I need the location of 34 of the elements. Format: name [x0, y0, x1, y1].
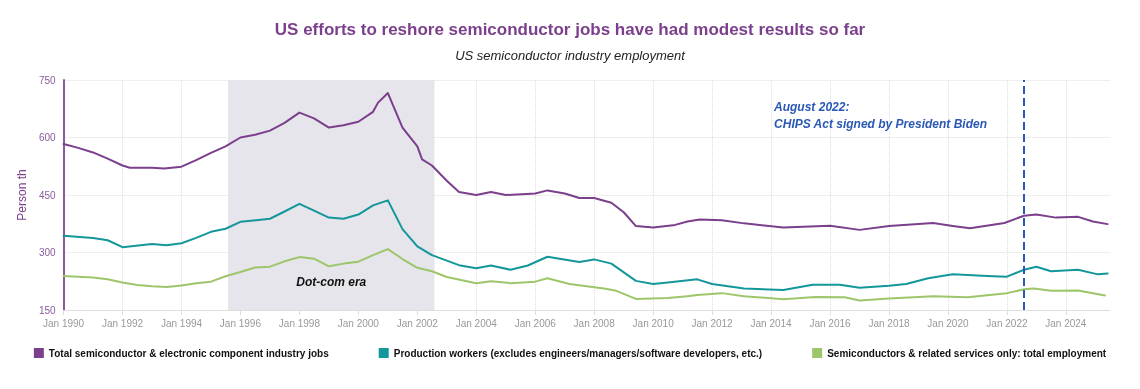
x-tick-label: Jan 2006 [514, 317, 557, 329]
y-axis-title: Person th [15, 169, 29, 221]
x-tick-label: Jan 2004 [455, 317, 498, 329]
x-tick-label: Jan 1990 [43, 317, 85, 329]
x-tick-label: Jan 2000 [337, 317, 380, 329]
line-series [62, 248, 1107, 302]
chart-title: US efforts to reshore semiconductor jobs have had modest results so far [274, 20, 866, 39]
x-tick-label: Jan 2012 [691, 317, 734, 329]
line-series [62, 199, 1109, 292]
legend-label: Semiconductors & related services only: total employment [827, 347, 1107, 359]
x-tick-label: Jan 1998 [278, 317, 321, 329]
x-tick-label: Jan 2014 [750, 317, 793, 329]
x-tick-label: Jan 2022 [986, 317, 1028, 329]
x-tick-label: Jan 2020 [927, 317, 969, 329]
y-tick-label: 750 [38, 74, 57, 86]
legend-label: Production workers (excludes engineers/managers/software developers, etc.) [393, 347, 763, 359]
x-tick-label: Jan 2008 [573, 317, 616, 329]
x-tick-label: Jan 2016 [809, 317, 852, 329]
band-label: Dot-com era [296, 275, 367, 289]
y-tick-label: 300 [38, 247, 57, 258]
y-tick-label: 450 [38, 189, 57, 201]
line-series [62, 92, 1109, 231]
legend-label: Total semiconductor & electronic component industry jobs [48, 347, 330, 359]
ref-line-label: August 2022: CHIPS Act signed by President Biden [773, 99, 987, 131]
x-tick-label: Jan 2010 [632, 317, 675, 329]
x-tick-label: Jan 2018 [868, 317, 911, 329]
x-tick-label: Jan 1992 [101, 317, 144, 329]
y-tick-label: 150 [38, 304, 57, 316]
y-tick-label: 600 [38, 132, 57, 143]
chart-subtitle: US semiconductor industry employment [455, 48, 687, 63]
x-tick-label: Jan 2024 [1045, 317, 1087, 329]
x-tick-label: Jan 2002 [396, 317, 439, 329]
x-tick-label: Jan 1994 [160, 317, 203, 329]
x-tick-label: Jan 1996 [219, 317, 262, 329]
